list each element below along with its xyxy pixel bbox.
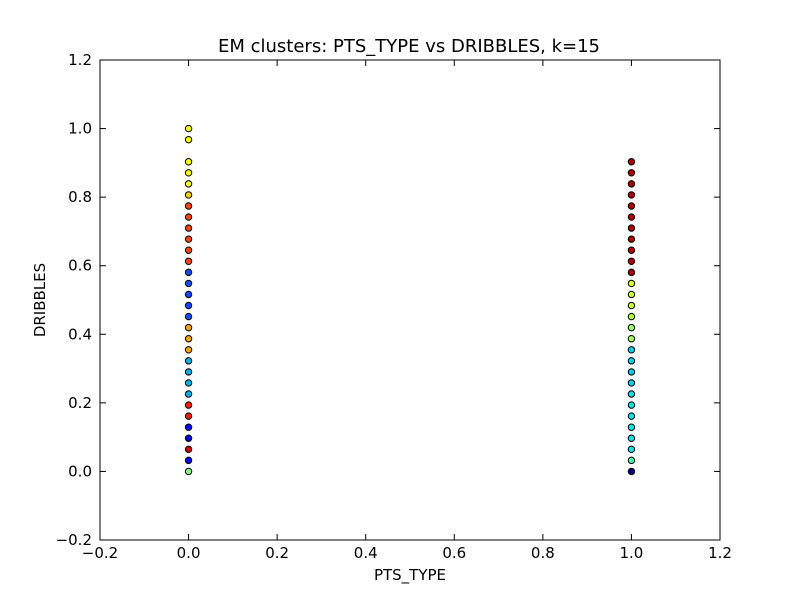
data-point (184, 335, 193, 343)
y-tick-label: 1.2 (68, 51, 92, 69)
data-point (627, 412, 636, 420)
data-point (184, 434, 193, 442)
data-point (184, 357, 193, 365)
data-point (627, 257, 636, 265)
data-point (627, 246, 636, 254)
data-point (627, 169, 636, 177)
chart-title: EM clusters: PTS_TYPE vs DRIBBLES, k=15 (218, 36, 600, 57)
data-points (184, 124, 636, 476)
data-point (184, 169, 193, 177)
data-point (627, 456, 636, 465)
data-point (627, 268, 636, 277)
data-point (184, 301, 193, 310)
data-point (627, 323, 636, 332)
data-point (627, 434, 636, 442)
data-point (627, 202, 636, 210)
data-point (184, 379, 193, 387)
data-point (627, 368, 636, 376)
data-point (184, 213, 193, 221)
data-point (184, 224, 193, 232)
data-point (627, 235, 636, 243)
data-point (184, 235, 193, 243)
data-point (627, 213, 636, 221)
y-tick-label: 1.0 (68, 120, 92, 138)
data-point (184, 401, 193, 409)
data-point (184, 158, 193, 166)
data-point (184, 246, 193, 254)
data-point (627, 180, 636, 188)
data-point (627, 423, 636, 431)
data-point (184, 124, 193, 133)
x-axis-title: PTS_TYPE (374, 566, 446, 585)
x-tick-label: −0.2 (82, 544, 118, 562)
x-tick-label: 0.0 (177, 544, 201, 562)
x-tick-labels: −0.2 0.0 0.2 0.4 0.6 0.8 1.0 1.2 (82, 544, 732, 562)
data-point (184, 390, 193, 398)
plot-area-frame (99, 59, 721, 541)
data-point (627, 312, 636, 321)
data-point (627, 191, 636, 199)
axis-ticks (99, 59, 721, 541)
data-point (627, 401, 636, 409)
data-point (627, 301, 636, 310)
x-tick-label: 0.8 (531, 544, 555, 562)
data-point (627, 346, 636, 354)
data-point (184, 312, 193, 321)
data-point (184, 268, 193, 277)
data-point (627, 224, 636, 232)
data-point (184, 180, 193, 188)
data-point (184, 456, 193, 465)
data-point (184, 279, 193, 288)
data-point (627, 357, 636, 365)
data-point (627, 379, 636, 387)
y-tick-label: −0.2 (56, 531, 92, 549)
y-tick-labels: −0.2 0.0 0.2 0.4 0.6 0.8 1.0 1.2 (56, 51, 92, 549)
data-point (627, 467, 636, 476)
y-tick-label: 0.8 (68, 188, 92, 206)
data-point (184, 412, 193, 420)
data-point (627, 445, 636, 454)
data-point (627, 390, 636, 398)
y-tick-label: 0.2 (68, 394, 92, 412)
data-point (184, 346, 193, 354)
data-point (627, 279, 636, 288)
data-point (627, 158, 636, 166)
data-point (184, 135, 193, 144)
x-tick-label: 0.4 (354, 544, 378, 562)
data-point (184, 257, 193, 265)
x-tick-label: 1.0 (619, 544, 643, 562)
y-tick-label: 0.6 (68, 257, 92, 275)
y-tick-label: 0.4 (68, 325, 92, 343)
x-tick-label: 1.2 (708, 544, 732, 562)
data-point (184, 445, 193, 454)
x-tick-label: 0.2 (265, 544, 289, 562)
data-point (184, 191, 193, 199)
data-point (184, 323, 193, 332)
data-point (184, 202, 193, 210)
y-axis-title: DRIBBLES (31, 263, 49, 337)
data-point (184, 368, 193, 376)
data-point (184, 290, 193, 299)
data-point (627, 335, 636, 343)
x-tick-label: 0.6 (442, 544, 466, 562)
data-point (627, 290, 636, 299)
data-point (184, 423, 193, 431)
y-tick-label: 0.0 (68, 462, 92, 480)
data-point (184, 467, 193, 476)
